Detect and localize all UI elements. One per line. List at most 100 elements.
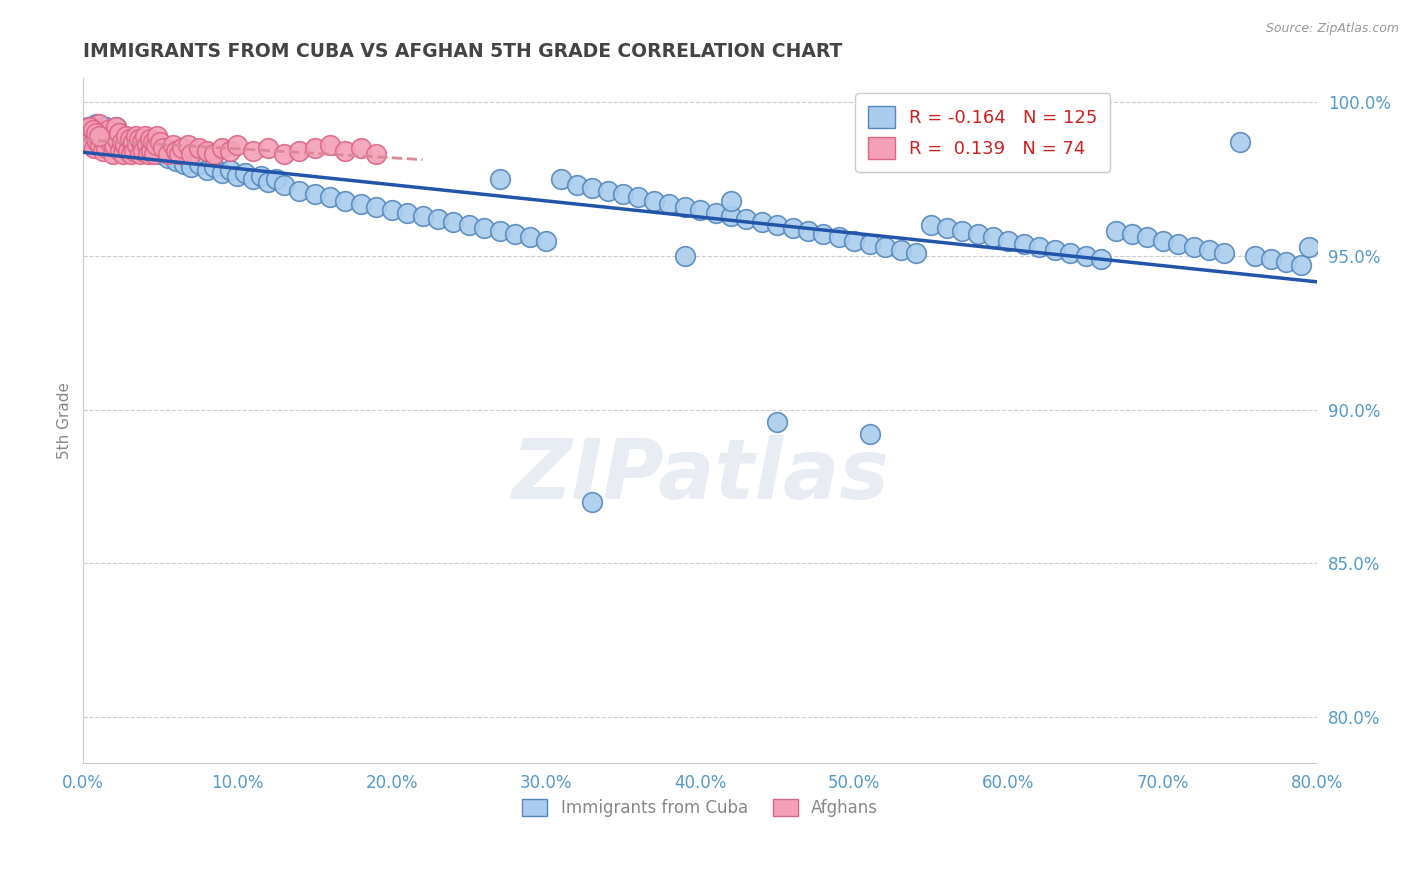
Point xyxy=(264,172,287,186)
Point xyxy=(335,145,357,159)
Point xyxy=(115,128,138,143)
Point xyxy=(145,138,167,153)
Point xyxy=(488,172,510,186)
Point xyxy=(859,427,882,442)
Point xyxy=(83,141,105,155)
Point xyxy=(612,187,634,202)
Point xyxy=(139,145,162,159)
Point xyxy=(249,169,271,183)
Point xyxy=(98,126,121,140)
Point xyxy=(118,132,141,146)
Point xyxy=(121,135,143,149)
Point xyxy=(167,147,190,161)
Point xyxy=(90,126,112,140)
Y-axis label: 5th Grade: 5th Grade xyxy=(58,382,72,458)
Point xyxy=(735,212,758,227)
Point xyxy=(157,147,180,161)
Point xyxy=(904,245,927,260)
Point xyxy=(125,128,148,143)
Point xyxy=(91,128,114,143)
Point xyxy=(211,141,233,155)
Point xyxy=(83,128,105,143)
Point xyxy=(101,123,124,137)
Point xyxy=(1152,234,1174,248)
Point xyxy=(129,147,152,161)
Point xyxy=(100,128,122,143)
Point xyxy=(100,128,122,143)
Point xyxy=(935,221,957,235)
Point xyxy=(488,224,510,238)
Point xyxy=(273,178,295,193)
Point xyxy=(828,230,851,244)
Point xyxy=(84,126,107,140)
Point xyxy=(766,415,789,429)
Point xyxy=(122,132,145,146)
Point xyxy=(114,132,136,146)
Point xyxy=(157,151,180,165)
Point xyxy=(673,249,696,263)
Point xyxy=(128,132,150,146)
Point xyxy=(131,135,153,149)
Point xyxy=(118,135,141,149)
Point xyxy=(136,147,159,161)
Point xyxy=(920,218,942,232)
Point xyxy=(86,135,108,149)
Point xyxy=(720,194,742,208)
Point xyxy=(782,221,804,235)
Point xyxy=(581,495,603,509)
Point xyxy=(90,126,112,140)
Point xyxy=(82,120,104,134)
Point xyxy=(242,145,264,159)
Point xyxy=(165,153,187,168)
Point xyxy=(134,141,156,155)
Point xyxy=(94,132,117,146)
Point xyxy=(82,123,104,137)
Point xyxy=(273,147,295,161)
Point xyxy=(177,138,200,153)
Point xyxy=(242,172,264,186)
Point xyxy=(366,147,388,161)
Point xyxy=(1291,258,1313,272)
Point xyxy=(1213,245,1236,260)
Point xyxy=(187,156,209,170)
Point xyxy=(180,160,202,174)
Point xyxy=(396,206,419,220)
Point xyxy=(844,234,866,248)
Point xyxy=(627,190,650,204)
Point xyxy=(117,145,139,159)
Point xyxy=(704,206,727,220)
Point xyxy=(152,141,174,155)
Point xyxy=(195,145,218,159)
Point xyxy=(257,141,280,155)
Point xyxy=(673,200,696,214)
Point xyxy=(350,196,373,211)
Point xyxy=(226,169,249,183)
Point xyxy=(1012,236,1035,251)
Text: IMMIGRANTS FROM CUBA VS AFGHAN 5TH GRADE CORRELATION CHART: IMMIGRANTS FROM CUBA VS AFGHAN 5TH GRADE… xyxy=(83,42,842,61)
Point xyxy=(165,145,187,159)
Point xyxy=(1105,224,1128,238)
Point xyxy=(997,234,1019,248)
Point xyxy=(596,185,619,199)
Point xyxy=(202,160,225,174)
Point xyxy=(127,145,149,159)
Point xyxy=(1275,255,1298,269)
Point xyxy=(107,126,129,140)
Point xyxy=(169,147,191,161)
Point xyxy=(689,202,711,217)
Point xyxy=(105,132,128,146)
Point xyxy=(104,120,127,134)
Point xyxy=(97,123,120,137)
Point xyxy=(120,147,142,161)
Point xyxy=(96,120,118,134)
Point xyxy=(441,215,464,229)
Point xyxy=(98,135,121,149)
Point xyxy=(149,147,172,161)
Point xyxy=(138,132,160,146)
Point xyxy=(319,190,342,204)
Point xyxy=(412,209,434,223)
Point xyxy=(304,187,326,202)
Point xyxy=(153,141,176,155)
Point xyxy=(966,227,988,242)
Point xyxy=(202,147,225,161)
